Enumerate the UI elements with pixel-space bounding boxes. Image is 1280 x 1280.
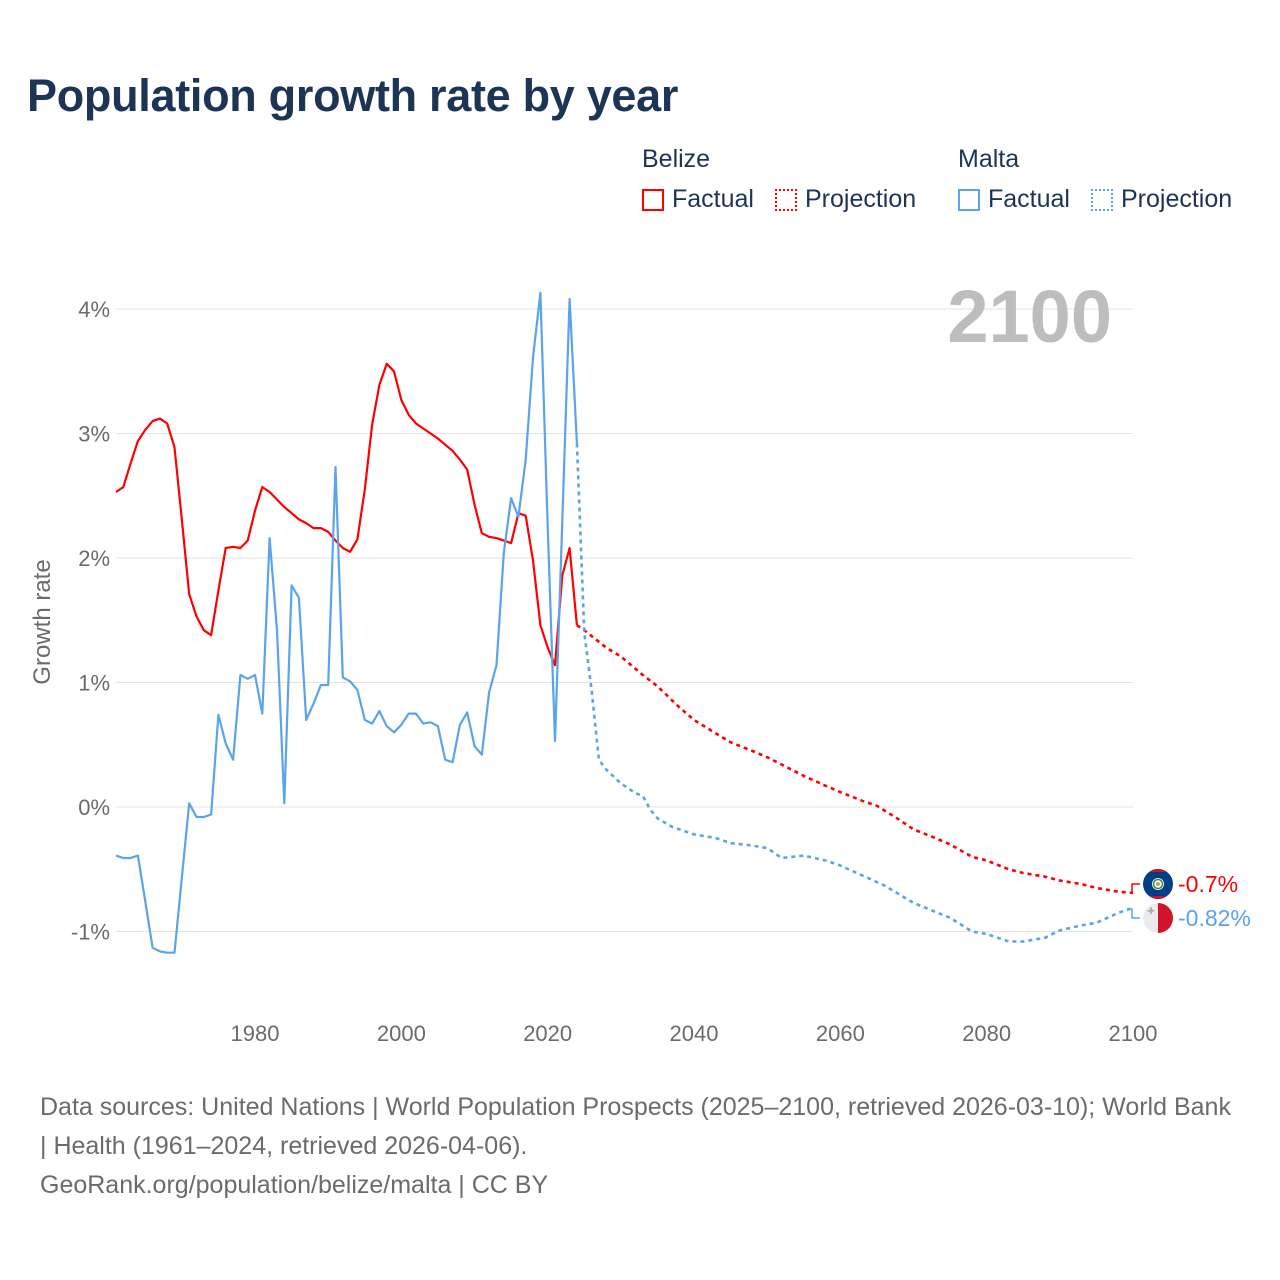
legend-group-name: Malta xyxy=(958,145,1020,173)
malta-factual-line[interactable] xyxy=(115,291,578,954)
legend-label: Factual xyxy=(672,185,754,213)
y-tick-label: 4% xyxy=(78,297,110,322)
dotted-swatch-icon xyxy=(1091,188,1113,211)
y-tick-label: 1% xyxy=(78,671,110,696)
y-axis-label: Growth rate xyxy=(29,559,56,684)
legend-item-belize-factual[interactable]: Factual xyxy=(642,185,754,214)
credit-link[interactable]: GeoRank.org/population/belize/malta | CC… xyxy=(40,1171,549,1199)
x-tick-label: 2000 xyxy=(377,1021,426,1046)
malta-projection-line[interactable] xyxy=(575,443,1134,943)
dotted-swatch-icon xyxy=(775,188,797,211)
footer: Data sources: United Nations | World Pop… xyxy=(40,1088,1240,1205)
svg-text:✚: ✚ xyxy=(1147,907,1155,917)
year-watermark: 2100 xyxy=(947,275,1112,358)
x-tick-label: 2100 xyxy=(1109,1021,1158,1046)
solid-swatch-icon xyxy=(958,188,980,211)
legend-item-malta-projection[interactable]: Projection xyxy=(1091,185,1232,214)
data-sources: Data sources: United Nations | World Pop… xyxy=(40,1093,1231,1160)
solid-swatch-icon xyxy=(642,188,664,211)
malta-end-value: -0.82% xyxy=(1178,905,1251,931)
belize-factual-line[interactable] xyxy=(115,362,578,667)
y-tick-label: -1% xyxy=(71,920,110,945)
y-tick-label: 2% xyxy=(78,546,110,571)
legend-label: Projection xyxy=(805,185,917,213)
belize-projection-line[interactable] xyxy=(576,624,1134,895)
legend-label: Projection xyxy=(1121,185,1233,213)
belize-flag-icon xyxy=(1143,869,1173,899)
page-title: Population growth rate by year xyxy=(27,70,679,121)
x-tick-label: 2040 xyxy=(670,1021,719,1046)
belize-end-connector xyxy=(1131,883,1140,892)
y-tick-label: 3% xyxy=(78,422,110,447)
x-tick-label: 2060 xyxy=(816,1021,865,1046)
legend-item-malta-factual[interactable]: Factual xyxy=(958,185,1070,214)
y-tick-label: 0% xyxy=(78,795,110,820)
legend-item-belize-projection[interactable]: Projection xyxy=(775,185,916,214)
x-tick-label: 2080 xyxy=(962,1021,1011,1046)
legend-group-name: Belize xyxy=(642,145,711,173)
belize-end-value: -0.7% xyxy=(1178,871,1238,897)
x-tick-label: 1980 xyxy=(231,1021,280,1046)
malta-flag-icon: ✚ xyxy=(1143,903,1173,933)
x-tick-label: 2020 xyxy=(523,1021,572,1046)
malta-end-connector xyxy=(1131,908,1140,919)
legend-label: Factual xyxy=(988,185,1070,213)
